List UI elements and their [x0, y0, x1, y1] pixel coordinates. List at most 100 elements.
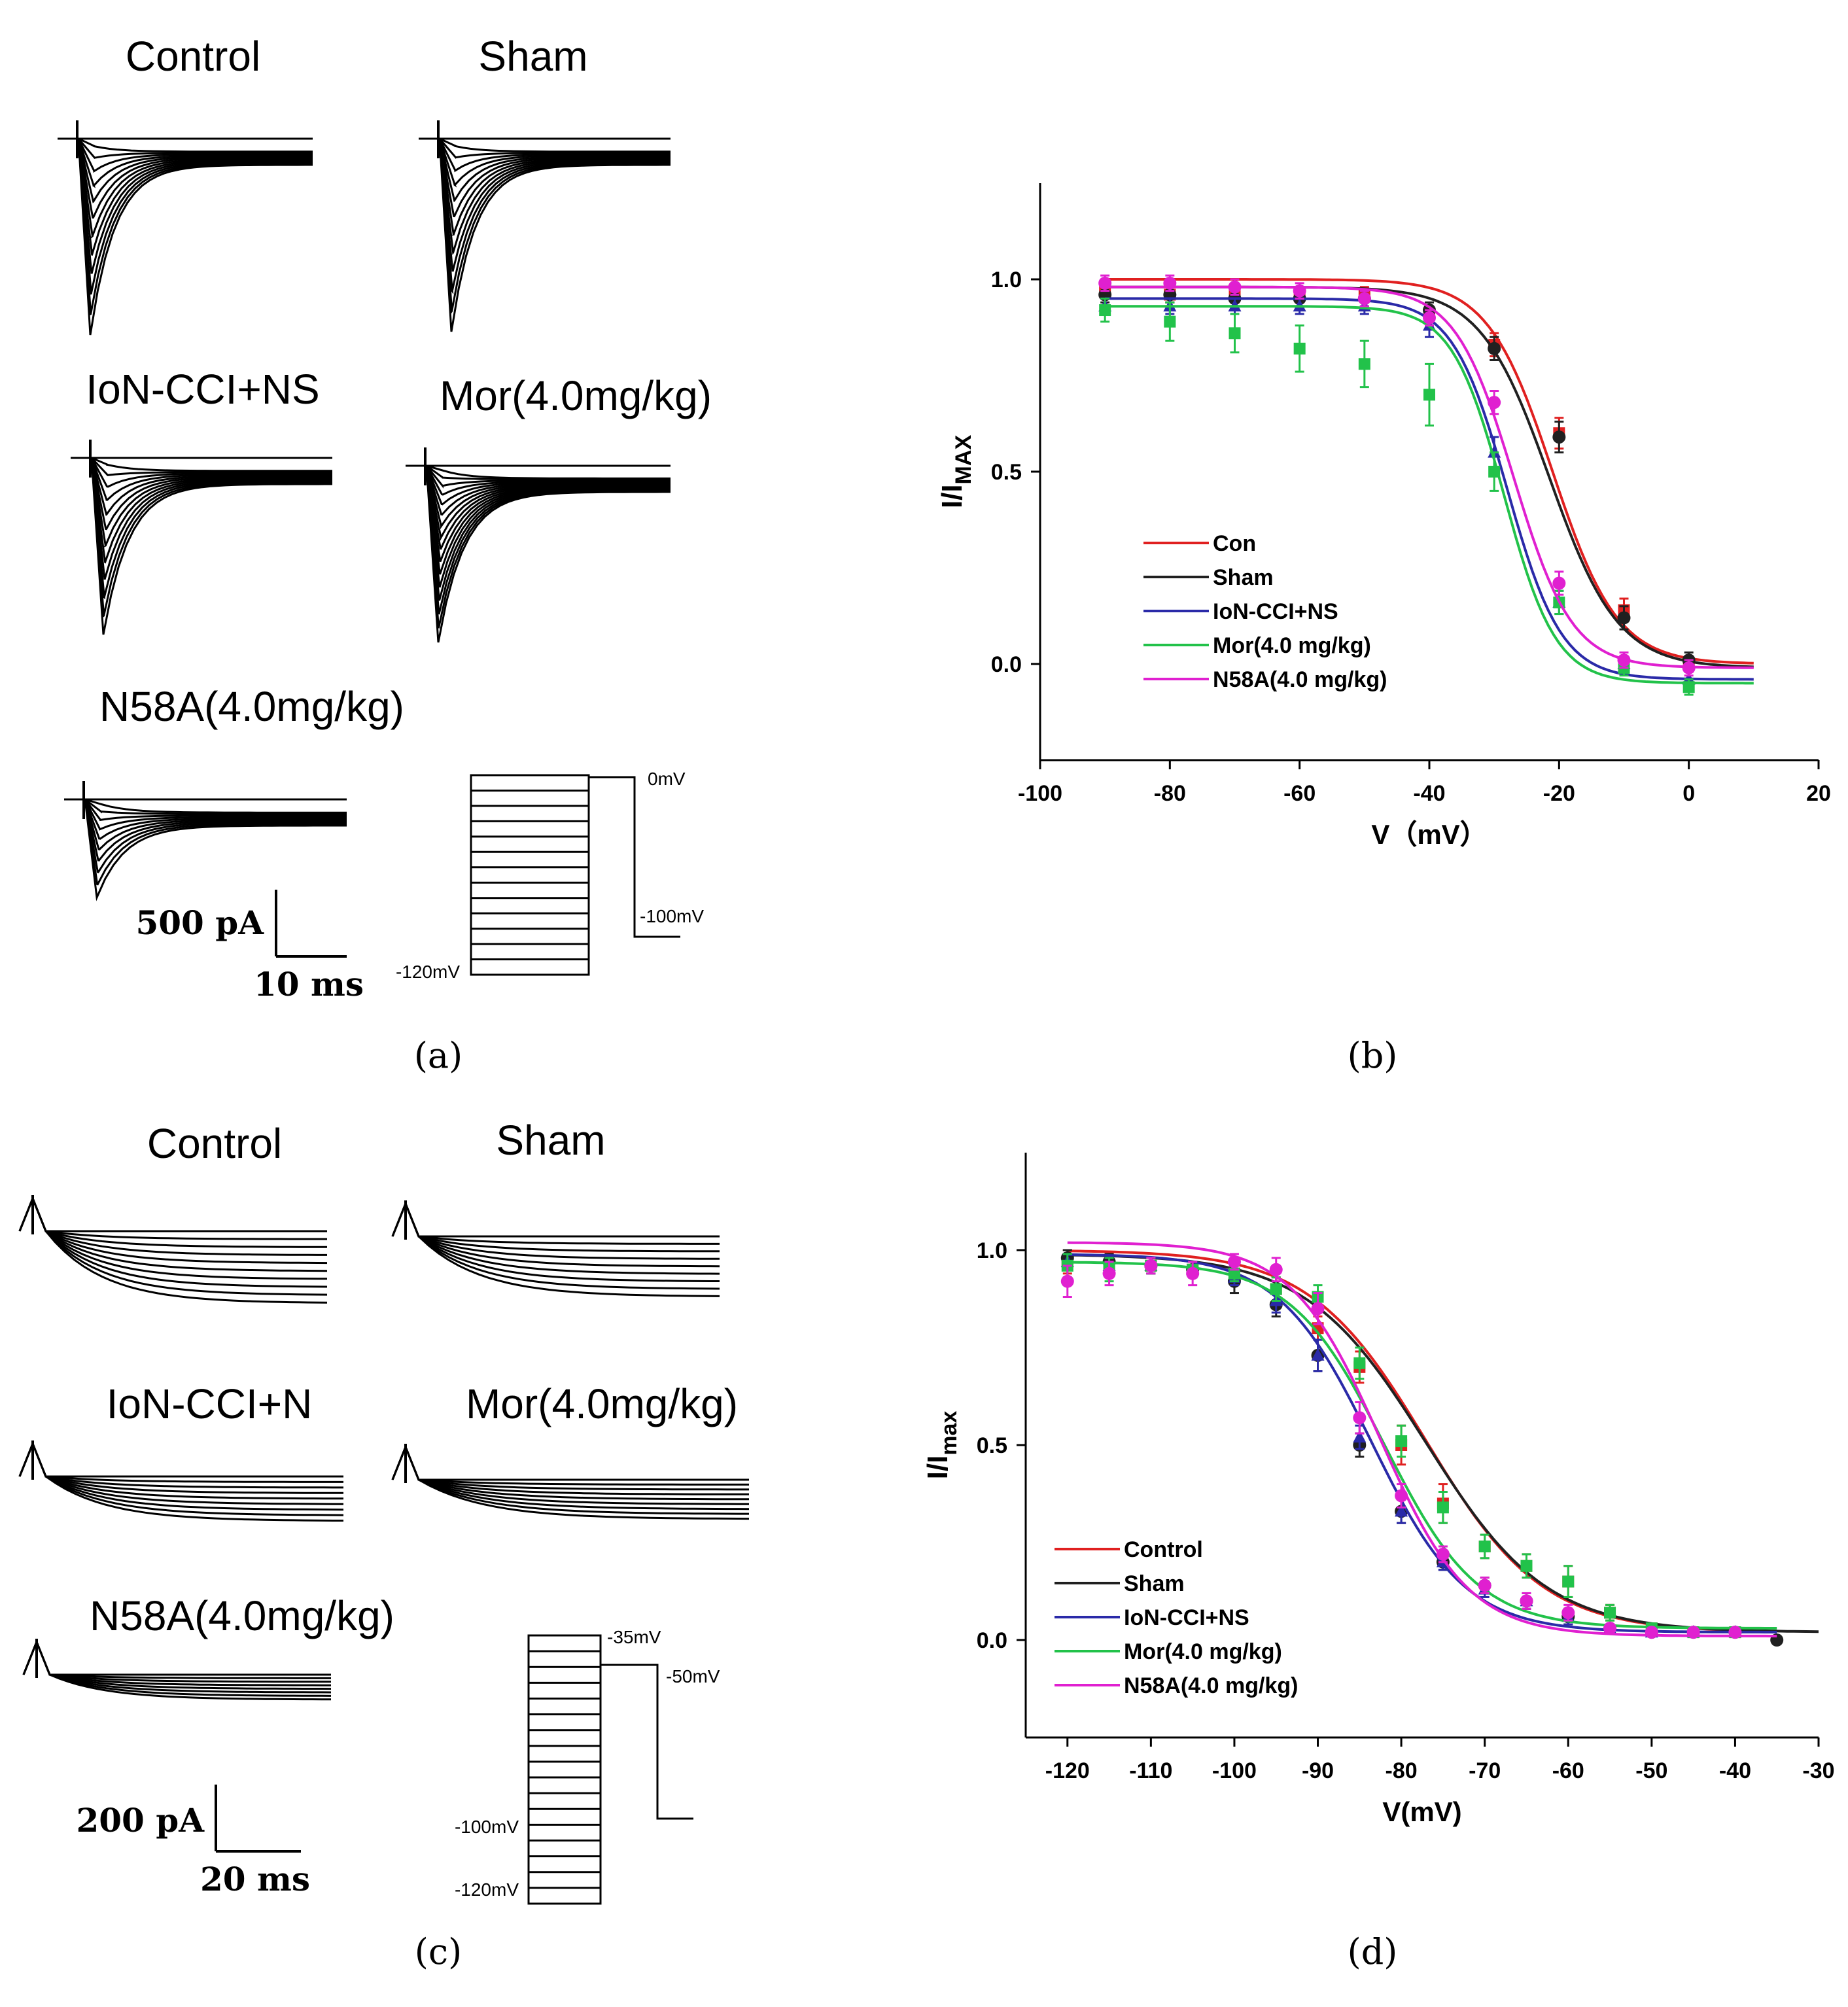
- b-data-point: [1423, 311, 1436, 324]
- b-y-tick-label: 0.5: [991, 460, 1022, 485]
- panel-a-voltage-protocol: [470, 774, 680, 976]
- a-n58a-trace: [84, 799, 347, 841]
- d-data-point: [1478, 1540, 1491, 1552]
- b-x-tick-label: 20: [1806, 781, 1831, 806]
- d-fit-line: [1067, 1253, 1777, 1633]
- panel-a-protocol-step: [589, 776, 680, 938]
- d-x-tick-label: -90: [1302, 1758, 1334, 1783]
- c-ion-trace: [18, 1440, 344, 1511]
- c-n58a-trace: [22, 1639, 331, 1679]
- c-mor-trace: [391, 1444, 750, 1520]
- c-sham-trace: [391, 1200, 720, 1268]
- a-ion-trace: [90, 457, 332, 476]
- panel-a-scale-current: 500 pA: [135, 903, 264, 942]
- b-x-tick-label: -40: [1413, 781, 1445, 806]
- panel-a-protocol-box: [470, 774, 590, 976]
- a-sham-trace: [438, 138, 671, 272]
- c-mor-trace: [391, 1444, 749, 1505]
- panel-a-title-n58a: N58A(4.0mg/kg): [99, 683, 404, 730]
- b-data-point: [1423, 389, 1435, 401]
- panel-a-scale-time: 10 ms: [254, 965, 364, 1004]
- c-ion-trace: [18, 1440, 343, 1505]
- panel-a-protocol-0mv: 0mV: [648, 769, 686, 789]
- a-ion-trace: [91, 457, 332, 472]
- c-ion-trace: [18, 1440, 343, 1489]
- a-control-trace: [78, 137, 313, 153]
- c-mor-trace: [391, 1444, 749, 1495]
- panel-b: -100 -80 -60 -40 -20 0 20 0.0 0.5 1.0 V（mV） I/IMAX C…: [936, 183, 1831, 1076]
- d-data-point: [1395, 1489, 1408, 1503]
- b-x-tick-label: 0: [1682, 781, 1695, 806]
- panel-c-protocol-50mv: -50mV: [666, 1666, 720, 1686]
- b-x-tick-label: -100: [1018, 781, 1062, 806]
- panel-b-chart: -100 -80 -60 -40 -20 0 20 0.0 0.5 1.0 V（mV） I/IMAX C…: [936, 183, 1831, 850]
- panel-c-scale-bar: [215, 1785, 301, 1853]
- a-control-trace: [77, 138, 313, 274]
- b-legend-label: IoN-CCI+NS: [1213, 599, 1338, 624]
- panel-a-label: (a): [414, 1035, 462, 1076]
- d-data-point: [1686, 1626, 1700, 1639]
- c-control-trace: [18, 1195, 328, 1248]
- panel-c-scale-current: 200 pA: [76, 1801, 205, 1840]
- b-data-point: [1617, 654, 1631, 667]
- c-sham-trace: [391, 1200, 720, 1245]
- c-control-trace: [18, 1195, 328, 1296]
- d-legend-label: Sham: [1124, 1571, 1185, 1596]
- d-legend-label: Mor(4.0 mg/kg): [1124, 1639, 1282, 1664]
- d-x-tick-label: -60: [1552, 1758, 1584, 1783]
- d-data-point: [1060, 1274, 1074, 1288]
- a-sham-trace: [438, 138, 671, 218]
- d-data-point: [1561, 1606, 1575, 1620]
- a-control-trace: [77, 138, 313, 219]
- c-sham-trace: [391, 1200, 720, 1275]
- d-x-tick-label: -100: [1212, 1758, 1257, 1783]
- d-data-point: [1520, 1594, 1533, 1608]
- d-legend-label: Control: [1124, 1537, 1203, 1562]
- d-x-axis-title: V(mV): [1382, 1796, 1461, 1827]
- a-ion-trace: [90, 457, 332, 600]
- a-n58a-trace: [84, 798, 347, 814]
- a-ion-trace: [90, 457, 332, 635]
- b-data-point: [1617, 611, 1631, 625]
- b-data-point: [1682, 661, 1696, 674]
- a-mor-trace: [426, 464, 671, 480]
- a-sham-trace: [438, 138, 671, 255]
- b-data-point: [1552, 430, 1566, 444]
- d-data-point: [1353, 1430, 1367, 1443]
- b-legend-label: Mor(4.0 mg/kg): [1213, 633, 1371, 658]
- a-control-trace: [77, 138, 313, 336]
- c-mor-trace: [391, 1444, 749, 1515]
- c-n58a-trace: [22, 1639, 331, 1686]
- a-sham-trace: [438, 138, 671, 332]
- a-n58a-trace: [84, 799, 347, 822]
- a-n58a-trace: [84, 799, 347, 851]
- b-legend-label: N58A(4.0 mg/kg): [1213, 667, 1387, 692]
- d-data-point: [1645, 1626, 1658, 1639]
- b-legend-label: Sham: [1213, 565, 1274, 590]
- panel-c-protocol-120mv: -120mV: [455, 1879, 519, 1900]
- b-data-point: [1358, 358, 1370, 370]
- panel-c-title-ion-cci-n: IoN-CCI+N: [107, 1380, 313, 1427]
- c-n58a-trace: [22, 1639, 331, 1676]
- d-data-point: [1353, 1411, 1367, 1425]
- d-y-tick-label: 1.0: [977, 1238, 1007, 1263]
- d-legend-label: N58A(4.0 mg/kg): [1124, 1673, 1298, 1698]
- b-y-axis-title-sub: MAX: [951, 435, 976, 485]
- c-mor-trace: [391, 1444, 749, 1501]
- a-sham-trace: [438, 138, 671, 173]
- b-fit-line: [1105, 305, 1754, 685]
- c-mor-trace: [391, 1444, 749, 1486]
- a-n58a-trace: [84, 799, 347, 888]
- panel-a-scale-bar: [275, 890, 347, 958]
- panel-c-title-mor: Mor(4.0mg/kg): [466, 1380, 738, 1427]
- d-data-point: [1353, 1357, 1366, 1369]
- c-control-trace: [18, 1195, 328, 1265]
- panel-a-current-traces: [58, 120, 671, 901]
- panel-c-protocol-step: [599, 1638, 693, 1820]
- a-control-trace: [77, 138, 313, 188]
- d-data-point: [1270, 1283, 1282, 1295]
- d-y-axis-title-sub: max: [937, 1411, 962, 1456]
- b-data-point: [1293, 284, 1306, 298]
- panel-a-protocol-100mv: -100mV: [640, 906, 704, 926]
- a-n58a-trace: [84, 799, 347, 874]
